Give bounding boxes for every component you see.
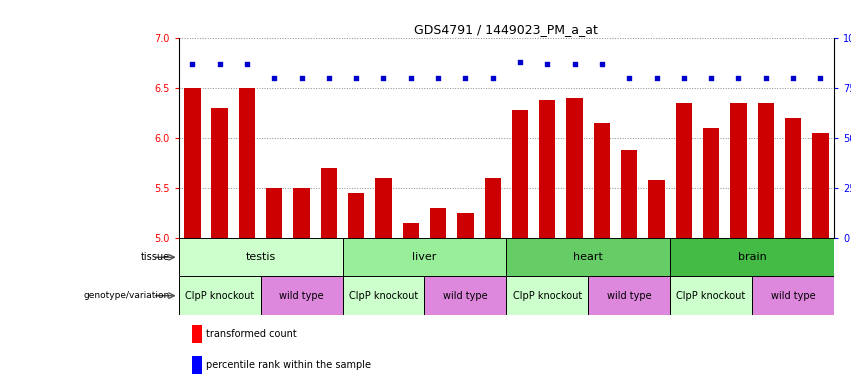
Point <box>649 75 663 81</box>
Point <box>486 75 500 81</box>
Text: heart: heart <box>574 252 603 262</box>
Bar <box>621 150 637 238</box>
Point <box>814 75 827 81</box>
Bar <box>430 208 446 238</box>
Text: ClpP knockout: ClpP knockout <box>349 291 418 301</box>
Point <box>350 75 363 81</box>
Point <box>240 61 254 68</box>
Bar <box>812 133 829 238</box>
Bar <box>321 168 337 238</box>
Point <box>622 75 636 81</box>
Point <box>677 75 691 81</box>
Bar <box>403 223 419 238</box>
Bar <box>211 108 228 238</box>
Bar <box>588 276 670 315</box>
Point <box>294 75 308 81</box>
Point <box>213 61 226 68</box>
Text: tissue: tissue <box>141 252 170 262</box>
Text: transformed count: transformed count <box>206 329 297 339</box>
Point <box>759 75 773 81</box>
Bar <box>703 128 719 238</box>
Bar <box>266 188 283 238</box>
Text: testis: testis <box>245 252 276 262</box>
Bar <box>506 276 588 315</box>
Point <box>568 61 581 68</box>
Bar <box>511 110 528 238</box>
Point <box>705 75 718 81</box>
Bar <box>179 276 260 315</box>
Bar <box>594 123 610 238</box>
Point <box>786 75 800 81</box>
Point <box>404 75 418 81</box>
Bar <box>648 180 665 238</box>
Title: GDS4791 / 1449023_PM_a_at: GDS4791 / 1449023_PM_a_at <box>414 23 598 36</box>
Bar <box>676 103 692 238</box>
Point <box>540 61 554 68</box>
Bar <box>484 178 501 238</box>
Point <box>186 61 199 68</box>
Bar <box>342 276 425 315</box>
Bar <box>375 178 391 238</box>
Bar <box>567 98 583 238</box>
Text: wild type: wild type <box>607 291 652 301</box>
Text: liver: liver <box>412 252 437 262</box>
Text: wild type: wild type <box>771 291 815 301</box>
Point <box>431 75 445 81</box>
Bar <box>457 213 473 238</box>
Bar <box>294 188 310 238</box>
Bar <box>757 103 774 238</box>
Bar <box>752 276 834 315</box>
Bar <box>540 100 556 238</box>
Point <box>377 75 391 81</box>
Text: wild type: wild type <box>279 291 324 301</box>
Text: percentile rank within the sample: percentile rank within the sample <box>206 360 371 370</box>
Bar <box>191 356 202 374</box>
Text: ClpP knockout: ClpP knockout <box>185 291 254 301</box>
Bar <box>425 276 506 315</box>
Bar <box>179 238 342 276</box>
Bar <box>348 193 364 238</box>
Bar <box>506 238 670 276</box>
Bar <box>239 88 255 238</box>
Bar <box>785 118 801 238</box>
Bar <box>730 103 746 238</box>
Bar <box>670 238 834 276</box>
Text: wild type: wild type <box>443 291 488 301</box>
Point <box>513 59 527 65</box>
Text: genotype/variation: genotype/variation <box>84 291 170 300</box>
Text: ClpP knockout: ClpP knockout <box>512 291 582 301</box>
Bar <box>342 238 506 276</box>
Point <box>595 61 608 68</box>
Point <box>322 75 335 81</box>
Bar <box>670 276 752 315</box>
Text: ClpP knockout: ClpP knockout <box>677 291 745 301</box>
Bar <box>184 88 201 238</box>
Point <box>267 75 281 81</box>
Bar <box>260 276 342 315</box>
Text: brain: brain <box>738 252 767 262</box>
Bar <box>191 325 202 343</box>
Point <box>459 75 472 81</box>
Point <box>732 75 745 81</box>
